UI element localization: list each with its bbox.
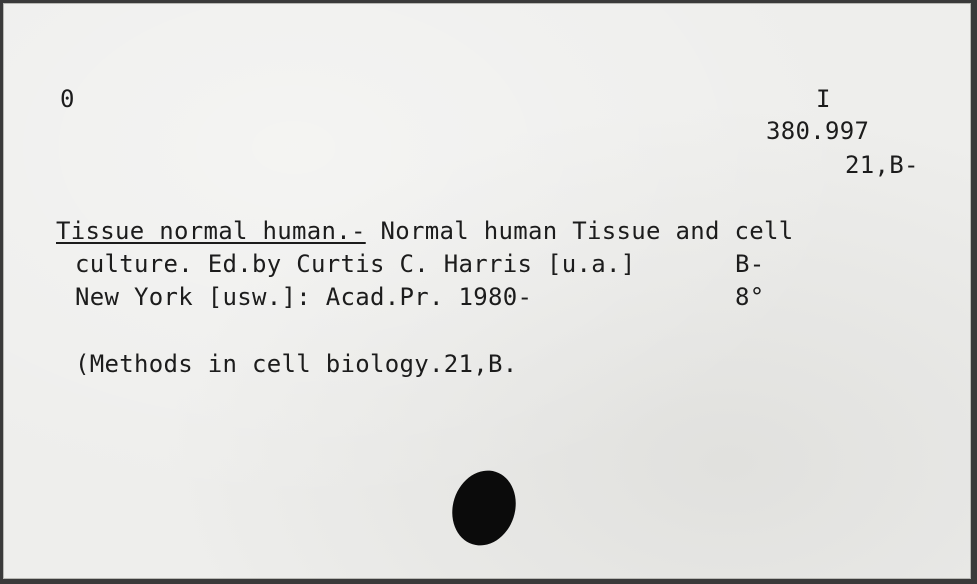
call-number-line1: I [816,85,831,113]
entry-line3-right: 8° [735,283,765,311]
corner-mark: 0 [60,85,75,113]
call-number-line3: 21,B- [845,151,919,179]
punch-hole [442,462,526,554]
subject-heading: Tissue normal human.- [56,217,366,245]
catalog-card: 0 I 380.997 21,B- Tissue normal human.- … [3,3,971,579]
series-note: (Methods in cell biology.21,B. [75,350,518,378]
entry-line3: New York [usw.]: Acad.Pr. 1980- [75,283,533,311]
call-number-line2: 380.997 [766,117,870,145]
entry-line2-right: B- [735,250,765,278]
entry-line2: culture. Ed.by Curtis C. Harris [u.a.] [75,250,636,278]
entry-line1: Tissue normal human.- Normal human Tissu… [56,216,793,246]
title-start: Normal human Tissue and cell [365,217,794,245]
